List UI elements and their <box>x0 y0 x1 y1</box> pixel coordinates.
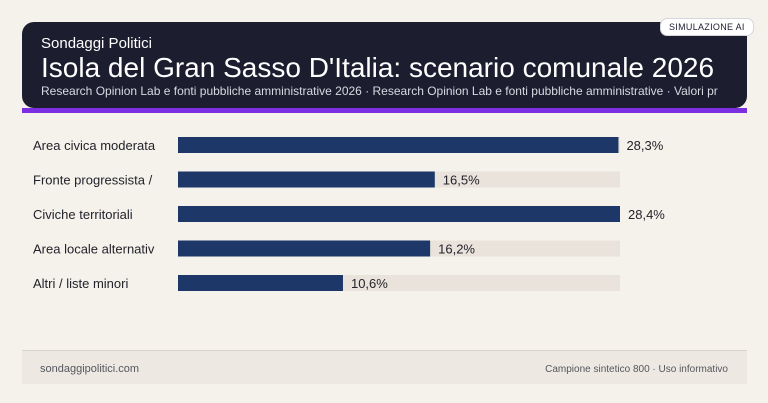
category-label: Altri / liste minori <box>33 276 128 291</box>
category-label: Area civica moderata <box>33 138 156 153</box>
category-label: Civiche territoriali <box>33 207 133 222</box>
footer-note: Campione sintetico 800 · Uso informativo <box>545 364 728 375</box>
bar <box>178 171 435 188</box>
value-label: 16,5% <box>443 173 480 188</box>
simulation-badge: SIMULAZIONE AI <box>660 18 754 36</box>
footer: sondaggipolitici.com Campione sintetico … <box>22 350 747 384</box>
chart-title: Isola del Gran Sasso D'Italia: scenario … <box>41 52 715 83</box>
bar-chart: Area civica moderata 28,3% Fronte progress… <box>33 137 665 291</box>
bar <box>178 137 619 153</box>
footer-site[interactable]: sondaggipolitici.com <box>40 363 140 375</box>
value-label: 16,2% <box>438 242 475 257</box>
bar <box>178 240 431 257</box>
accent-stripe <box>22 108 747 113</box>
brand-label: Sondaggi Politici <box>41 35 152 52</box>
category-label: Area locale alternativ <box>33 242 155 257</box>
value-label: 28,4% <box>628 207 665 222</box>
bar <box>178 275 343 291</box>
value-label: 10,6% <box>351 276 388 291</box>
value-label: 28,3% <box>626 138 663 153</box>
category-label: Fronte progressista / <box>33 173 153 188</box>
source-text: Research Opinion Lab e fonti pubbliche a… <box>41 84 718 98</box>
header-panel: Sondaggi Politici Isola del Gran Sasso D… <box>22 22 747 108</box>
bar <box>178 206 620 222</box>
